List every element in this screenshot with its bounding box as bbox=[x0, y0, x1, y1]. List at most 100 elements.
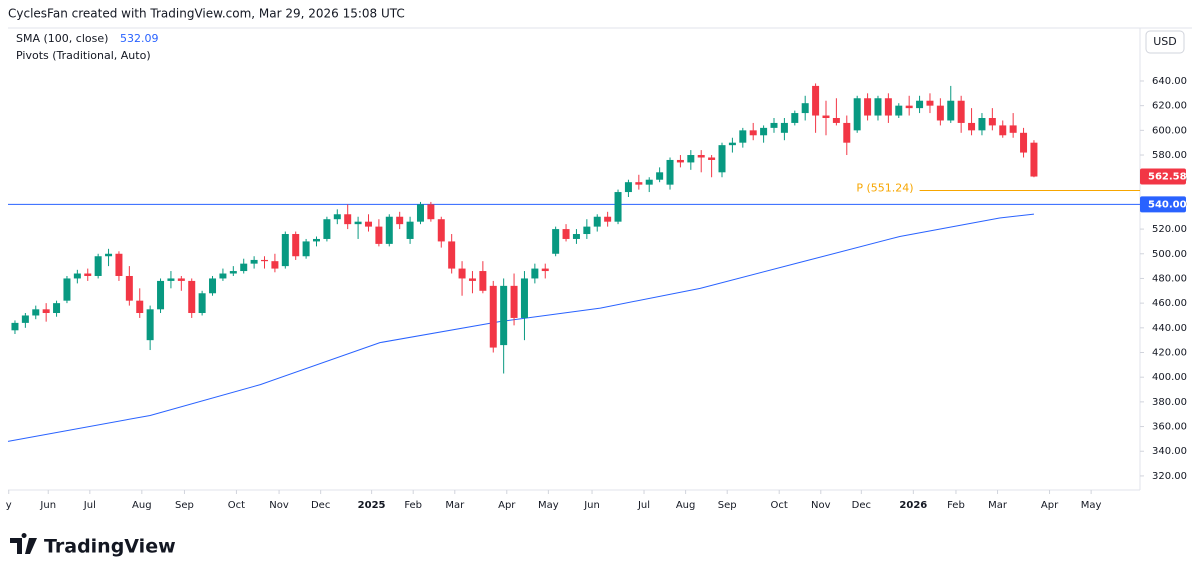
candle-body bbox=[624, 182, 632, 193]
candle-body bbox=[957, 100, 965, 123]
y-tick-label: 420.00 bbox=[1152, 348, 1187, 359]
y-tick-label: 360.00 bbox=[1152, 422, 1187, 433]
candle-body bbox=[614, 192, 622, 222]
candle-body bbox=[354, 221, 362, 225]
candle-body bbox=[240, 263, 248, 272]
candle-body bbox=[770, 122, 778, 128]
candle-body bbox=[313, 238, 321, 242]
candle-body bbox=[188, 280, 196, 314]
candle-body bbox=[198, 293, 206, 314]
candle-body bbox=[333, 214, 341, 220]
candle-body bbox=[604, 216, 612, 222]
candle-body bbox=[271, 261, 279, 269]
candle-body bbox=[73, 273, 81, 279]
x-tick-label: Sep bbox=[718, 500, 737, 511]
x-tick-label: Aug bbox=[676, 500, 696, 511]
x-tick-label: Dec bbox=[311, 500, 330, 511]
y-tick-label: 440.00 bbox=[1152, 323, 1187, 334]
candle-body bbox=[926, 100, 934, 106]
candle-body bbox=[105, 253, 113, 257]
hline-tag bbox=[1140, 196, 1186, 213]
candle-body bbox=[936, 105, 944, 121]
x-tick-label: Jul bbox=[83, 500, 96, 511]
candle-body bbox=[292, 234, 300, 257]
candle-body bbox=[396, 216, 404, 225]
x-tick-label: Nov bbox=[269, 500, 289, 511]
candle-body bbox=[375, 226, 383, 244]
candle-body bbox=[229, 271, 237, 274]
y-tick-label: 620.00 bbox=[1152, 101, 1187, 112]
currency[interactable]: USD bbox=[1153, 35, 1177, 48]
candle-body bbox=[125, 275, 133, 301]
candle-body bbox=[812, 85, 820, 116]
candle-body bbox=[884, 98, 892, 116]
candle-body bbox=[832, 118, 840, 123]
candle-body bbox=[978, 118, 986, 131]
candle-body bbox=[728, 142, 736, 146]
last-price-label: 562.58 bbox=[1148, 172, 1187, 183]
candle-body bbox=[718, 145, 726, 173]
candle-body bbox=[219, 273, 227, 279]
x-tick-label: Apr bbox=[498, 500, 516, 511]
y-tick-label: 380.00 bbox=[1152, 397, 1187, 408]
candle-body bbox=[489, 285, 497, 348]
candle-body bbox=[905, 105, 913, 109]
candle-body bbox=[843, 122, 851, 143]
y-tick-label: 480.00 bbox=[1152, 273, 1187, 284]
candle-body bbox=[84, 273, 92, 276]
x-tick-label: Apr bbox=[1041, 500, 1059, 511]
candle-body bbox=[645, 179, 653, 185]
candle-body bbox=[760, 127, 768, 136]
legend-pivots: Pivots (Traditional, Auto) bbox=[16, 49, 151, 62]
candle-body bbox=[895, 105, 903, 116]
candle-body bbox=[687, 155, 695, 163]
candle-body bbox=[520, 278, 528, 318]
candle-body bbox=[739, 130, 747, 143]
candle-body bbox=[697, 155, 705, 158]
x-tick-label: Dec bbox=[852, 500, 871, 511]
candle-body bbox=[385, 216, 393, 244]
brand: TradingView bbox=[44, 536, 176, 558]
candle-body bbox=[177, 278, 185, 281]
candle-body bbox=[988, 118, 996, 126]
y-tick-label: 640.00 bbox=[1152, 76, 1187, 87]
pivot-label: P (551.24) bbox=[856, 182, 913, 195]
currency-box[interactable] bbox=[1145, 30, 1185, 54]
x-tick-label: Aug bbox=[132, 500, 152, 511]
x-tick-label: Feb bbox=[947, 500, 965, 511]
candle-body bbox=[583, 226, 591, 235]
candle-body bbox=[448, 241, 456, 269]
legend-sma: SMA (100, close) bbox=[16, 32, 108, 45]
candle-body bbox=[94, 256, 102, 276]
x-tick-label: Jun bbox=[583, 500, 600, 511]
candle-body bbox=[364, 221, 372, 227]
candle-body bbox=[437, 219, 445, 242]
candle-body bbox=[323, 219, 331, 239]
y-tick-label: 520.00 bbox=[1152, 224, 1187, 235]
candle-body bbox=[874, 98, 882, 116]
y-tick-label: 460.00 bbox=[1152, 298, 1187, 309]
candle-body bbox=[999, 125, 1007, 136]
candle-body bbox=[676, 159, 684, 163]
candle-body bbox=[1020, 132, 1028, 153]
x-tick-label: y bbox=[6, 500, 12, 511]
candle-body bbox=[708, 157, 716, 160]
candle-body bbox=[780, 122, 788, 133]
x-tick-label: Jun bbox=[39, 500, 56, 511]
header: CyclesFan created with TradingView.com, … bbox=[8, 7, 405, 21]
candle-body bbox=[552, 229, 560, 254]
candle-body bbox=[1030, 142, 1038, 177]
candle-body bbox=[749, 130, 757, 136]
y-tick-label: 600.00 bbox=[1152, 125, 1187, 136]
candle-body bbox=[666, 159, 674, 185]
candle-body bbox=[21, 315, 29, 323]
logo-icon bbox=[10, 533, 37, 554]
y-tick-label: 320.00 bbox=[1152, 471, 1187, 482]
sma-line bbox=[7, 213, 1034, 442]
candle-body bbox=[261, 259, 269, 262]
candle-body bbox=[468, 278, 476, 281]
candle-body bbox=[500, 285, 508, 346]
candle-body bbox=[541, 268, 549, 272]
candle-body bbox=[801, 103, 809, 114]
